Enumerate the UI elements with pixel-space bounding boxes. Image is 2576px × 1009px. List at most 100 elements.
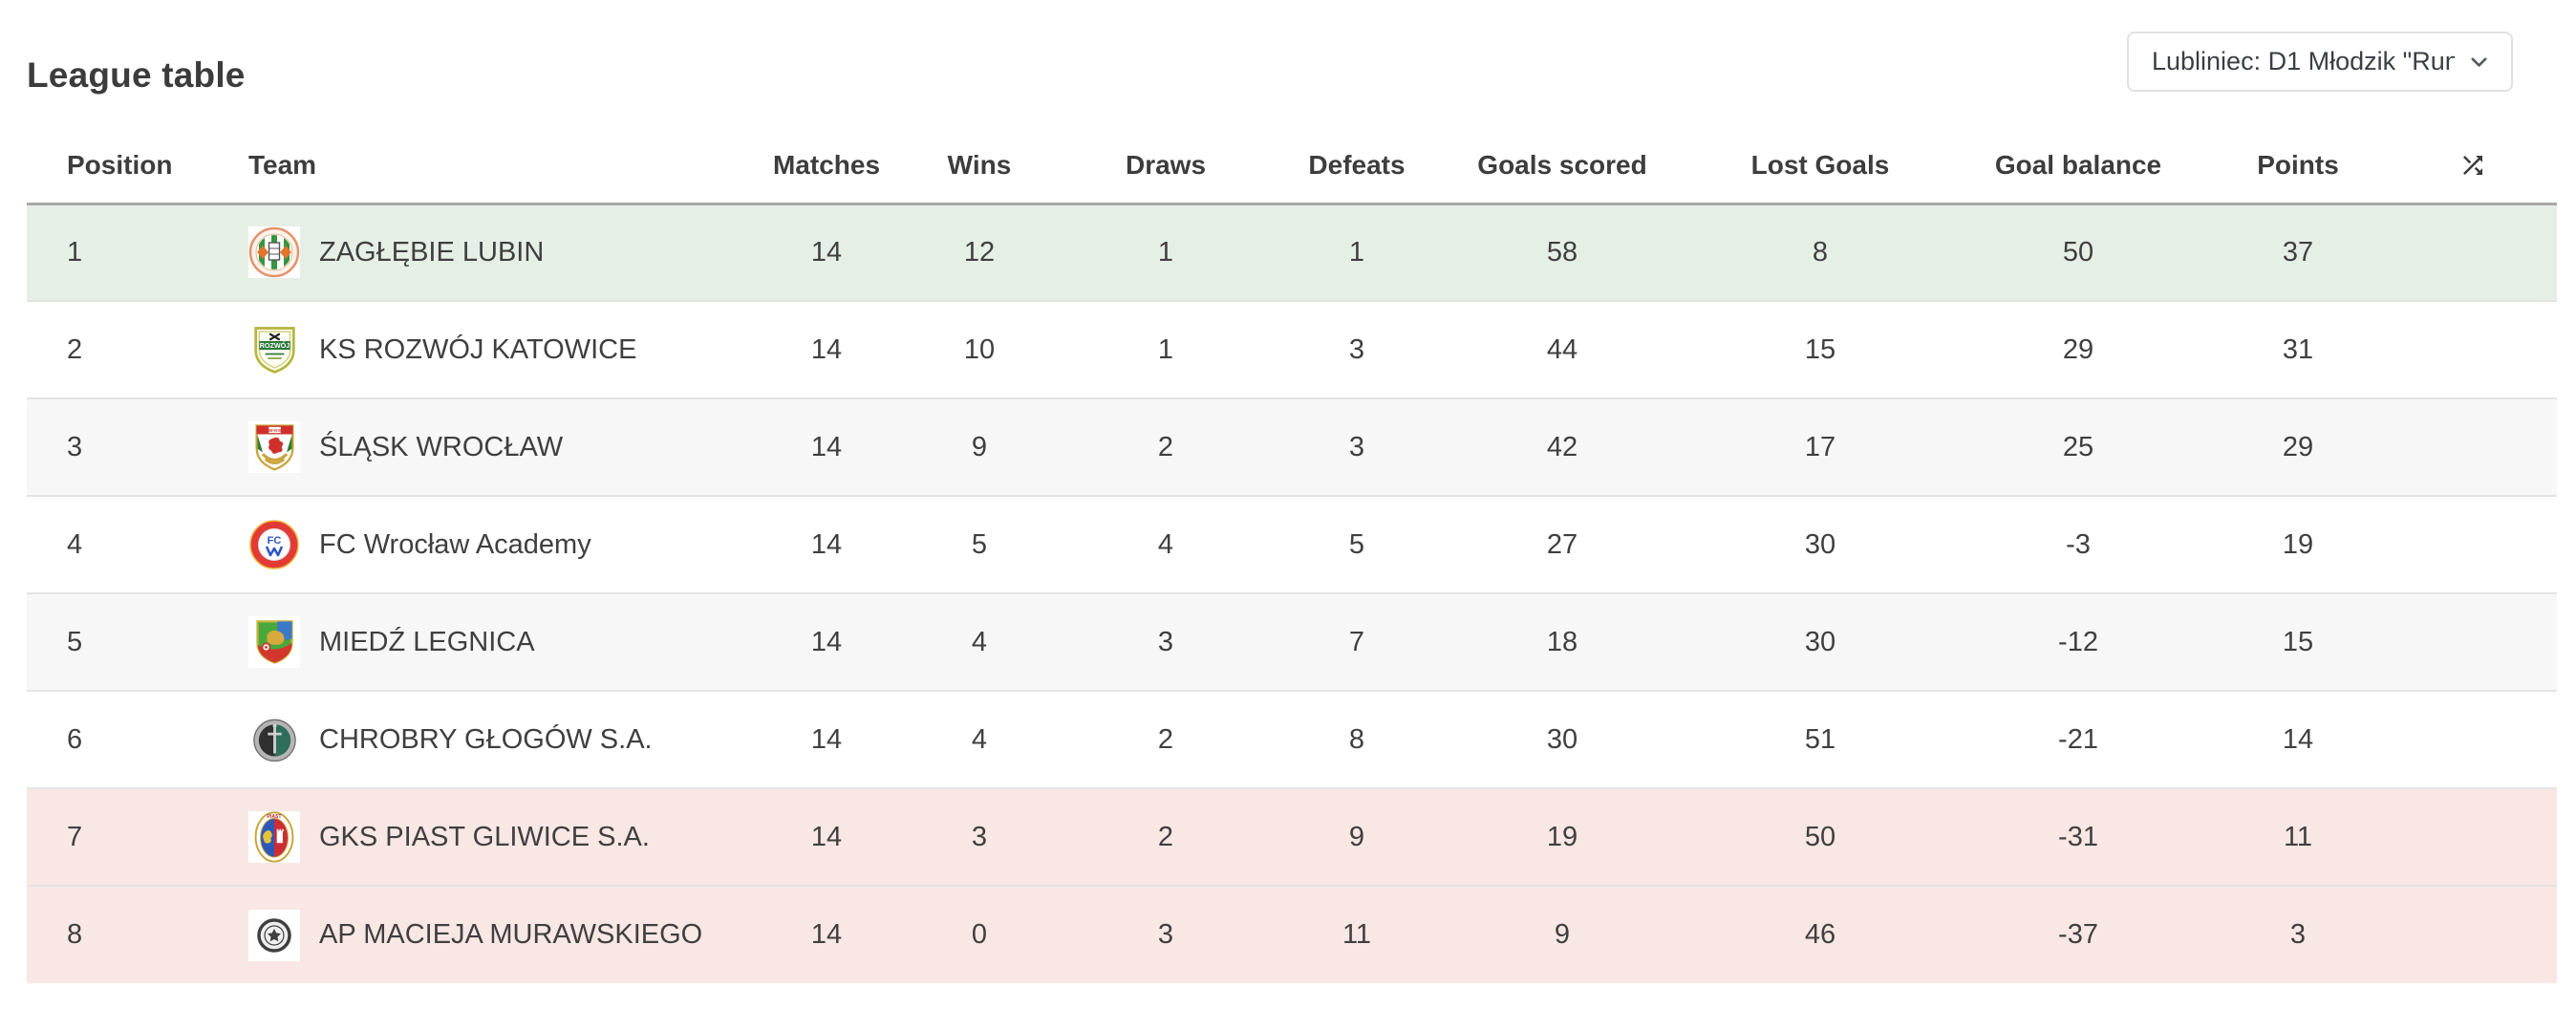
matches-cell: 14 (745, 495, 908, 593)
matches-cell: 14 (745, 885, 908, 983)
lost-goals-cell: 30 (1691, 495, 1949, 593)
wins-cell: 4 (908, 592, 1051, 691)
matches-cell: 14 (745, 690, 908, 788)
table-row: 6 CHROBRY GŁOGÓW S.A. 14 (27, 690, 2557, 788)
defeats-cell: 7 (1280, 592, 1433, 691)
draws-cell: 2 (1051, 397, 1280, 496)
svg-text:PIAST: PIAST (268, 814, 283, 820)
header-wins: Wins (908, 129, 1051, 205)
position-cell: 5 (27, 592, 191, 691)
table-row: 3 W-KS (27, 397, 2557, 496)
empty-cell (2389, 397, 2557, 496)
header-shuffle (2389, 129, 2557, 205)
goal-balance-cell: -3 (1949, 495, 2207, 593)
slask-wroclaw-crest-icon: W-KS (248, 421, 300, 473)
draws-cell: 2 (1051, 787, 1280, 886)
shuffle-icon[interactable] (2458, 151, 2487, 180)
empty-cell (2389, 885, 2557, 983)
goals-scored-cell: 9 (1433, 885, 1691, 983)
team-name-link[interactable]: MIEDŹ LEGNICA (319, 626, 535, 657)
draws-cell: 3 (1051, 592, 1280, 691)
points-cell: 19 (2207, 495, 2389, 593)
team-name-link[interactable]: AP MACIEJA MURAWSKIEGO (319, 919, 703, 950)
goal-balance-cell: 25 (1949, 397, 2207, 496)
goal-balance-cell: -37 (1949, 885, 2207, 983)
header-goals-scored: Goals scored (1433, 129, 1691, 205)
empty-cell (2389, 592, 2557, 691)
season-select-dropdown[interactable]: Lubliniec: D1 Młodzik "Runda I (2127, 32, 2513, 92)
wins-cell: 10 (908, 300, 1051, 398)
defeats-cell: 8 (1280, 690, 1433, 788)
lost-goals-cell: 46 (1691, 885, 1949, 983)
empty-cell (2389, 300, 2557, 398)
zaglebie-lubin-crest-icon (248, 226, 300, 279)
points-cell: 31 (2207, 300, 2389, 398)
chrobry-glogow-crest-icon (248, 714, 300, 765)
page-title: League table (27, 55, 246, 95)
position-cell: 6 (27, 690, 191, 788)
points-cell: 11 (2207, 787, 2389, 886)
ap-murawskiego-crest-icon (248, 909, 300, 961)
defeats-cell: 9 (1280, 787, 1433, 886)
header-defeats: Defeats (1280, 129, 1433, 205)
goal-balance-cell: 50 (1949, 204, 2207, 301)
goals-scored-cell: 30 (1433, 690, 1691, 788)
position-cell: 8 (27, 885, 191, 983)
table-row: 8 AP MACIEJA MURAWSKIEGO 14 0 3 11 9 (27, 885, 2557, 983)
table-row: 5 (27, 592, 2557, 691)
table-row: 7 (27, 787, 2557, 886)
header-position: Position (27, 129, 191, 205)
header-draws: Draws (1051, 129, 1280, 205)
header-matches: Matches (745, 129, 908, 205)
matches-cell: 14 (745, 204, 908, 301)
empty-cell (2389, 690, 2557, 788)
svg-text:FC: FC (268, 535, 282, 547)
team-name-link[interactable]: FC Wrocław Academy (319, 528, 591, 560)
goal-balance-cell: -21 (1949, 690, 2207, 788)
points-cell: 14 (2207, 690, 2389, 788)
fc-wroclaw-academy-crest-icon: FC (248, 519, 300, 570)
wins-cell: 5 (908, 495, 1051, 593)
matches-cell: 14 (745, 592, 908, 691)
defeats-cell: 5 (1280, 495, 1433, 593)
lost-goals-cell: 8 (1691, 204, 1949, 301)
draws-cell: 4 (1051, 495, 1280, 593)
table-header-row: Position Team Matches Wins Draws Defeats… (27, 129, 2557, 205)
team-name-link[interactable]: KS ROZWÓJ KATOWICE (319, 333, 637, 365)
team-name-link[interactable]: ŚLĄSK WROCŁAW (319, 431, 564, 462)
goals-scored-cell: 44 (1433, 300, 1691, 398)
defeats-cell: 3 (1280, 397, 1433, 496)
position-cell: 4 (27, 495, 191, 593)
league-table: Position Team Matches Wins Draws Defeats… (27, 129, 2557, 983)
defeats-cell: 1 (1280, 204, 1433, 301)
header-team: Team (191, 129, 745, 205)
matches-cell: 14 (745, 397, 908, 496)
position-cell: 1 (27, 204, 191, 301)
lost-goals-cell: 17 (1691, 397, 1949, 496)
goals-scored-cell: 19 (1433, 787, 1691, 886)
lost-goals-cell: 15 (1691, 300, 1949, 398)
miedz-legnica-crest-icon (248, 616, 300, 668)
table-row: 2 ROZWÓJ KS ROZWÓJ KATOWICE (27, 300, 2557, 398)
rozwoj-katowice-crest-icon: ROZWÓJ (248, 324, 300, 376)
svg-text:W-KS: W-KS (268, 428, 281, 434)
header-points: Points (2207, 129, 2389, 205)
goals-scored-cell: 58 (1433, 204, 1691, 301)
chevron-down-icon (2471, 57, 2487, 67)
goal-balance-cell: -12 (1949, 592, 2207, 691)
goal-balance-cell: 29 (1949, 300, 2207, 398)
lost-goals-cell: 51 (1691, 690, 1949, 788)
position-cell: 2 (27, 300, 191, 398)
team-name-link[interactable]: CHROBRY GŁOGÓW S.A. (319, 723, 653, 755)
lost-goals-cell: 30 (1691, 592, 1949, 691)
team-name-link[interactable]: GKS PIAST GLIWICE S.A. (319, 821, 650, 852)
draws-cell: 3 (1051, 885, 1280, 983)
team-name-link[interactable]: ZAGŁĘBIE LUBIN (319, 236, 545, 268)
matches-cell: 14 (745, 300, 908, 398)
goals-scored-cell: 42 (1433, 397, 1691, 496)
draws-cell: 2 (1051, 690, 1280, 788)
points-cell: 37 (2207, 204, 2389, 301)
goals-scored-cell: 18 (1433, 592, 1691, 691)
season-select-value: Lubliniec: D1 Młodzik "Runda I (2152, 47, 2455, 75)
